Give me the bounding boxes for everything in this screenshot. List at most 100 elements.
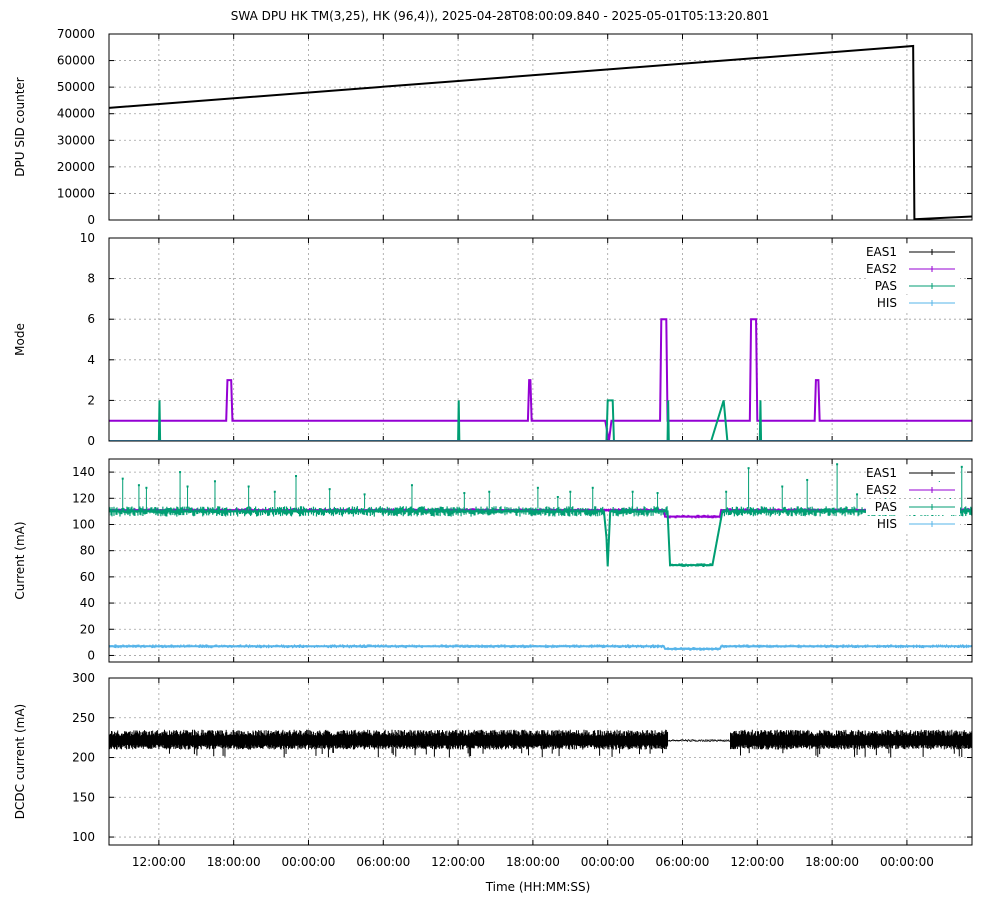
- panel-frame: [108, 33, 973, 221]
- y-tick-label: 60000: [57, 54, 95, 68]
- y-tick-label: 40000: [57, 107, 95, 121]
- legend-entry-his: HIS: [866, 295, 960, 311]
- panel-3: 0 20 40 60 80 100 120 140 Current (mA) EAS1 EAS2 PA…: [13, 458, 973, 663]
- y-tick-label: 20000: [57, 160, 95, 174]
- pas-spike-marker: [121, 477, 124, 480]
- series-eas2: [109, 318, 972, 441]
- y-tick-label: 4: [87, 353, 95, 367]
- x-tick-label: 18:00:00: [506, 855, 560, 869]
- y-axis-label: DPU SID counter: [13, 77, 27, 177]
- pas-spike-marker: [725, 490, 728, 493]
- pas-spike-marker: [536, 486, 539, 489]
- legend-label: EAS1: [866, 245, 897, 259]
- y-tick-label: 10000: [57, 186, 95, 200]
- y-axis-label: Mode: [13, 323, 27, 356]
- y-tick-label: 0: [87, 213, 95, 227]
- x-tick-label: 12:00:00: [132, 855, 186, 869]
- legend-label: PAS: [875, 500, 897, 514]
- y-tick-label: 300: [72, 671, 95, 685]
- y-tick-label: 80: [80, 544, 95, 558]
- series-pas-noise: [109, 506, 972, 567]
- y-tick-label: 2: [87, 393, 95, 407]
- y-tick-label: 100: [72, 830, 95, 844]
- series-pas: [109, 510, 972, 567]
- y-tick-label: 20: [80, 622, 95, 636]
- legend-entry-his: HIS: [866, 516, 960, 532]
- pas-spike-marker: [145, 486, 148, 489]
- plot-area: [109, 729, 972, 758]
- panel-frame: [108, 237, 973, 442]
- y-tick-label: 10: [80, 231, 95, 245]
- y-tick-label: 70000: [57, 27, 95, 41]
- pas-spike-marker: [556, 495, 559, 498]
- panel-frame: [108, 458, 973, 663]
- y-tick-label: 60: [80, 570, 95, 584]
- x-tick-label: 18:00:00: [207, 855, 261, 869]
- plot-area: [109, 318, 972, 441]
- y-tick-label: 140: [72, 465, 95, 479]
- x-tick-label: 12:00:00: [730, 855, 784, 869]
- legend-label: EAS2: [866, 483, 897, 497]
- pas-spike-marker: [591, 486, 594, 489]
- legend-label: HIS: [877, 296, 897, 310]
- pas-spike-marker: [213, 480, 216, 483]
- y-tick-label: 6: [87, 312, 95, 326]
- y-tick-label: 200: [72, 751, 95, 765]
- legend-label: PAS: [875, 279, 897, 293]
- pas-spike-marker: [247, 485, 250, 488]
- legend-entry-eas2: EAS2: [866, 261, 960, 277]
- plot-area: [109, 463, 972, 651]
- panel-4: 12:00:00 18:00:00 00:00:00 06:00:00 12:00:00…: [13, 671, 973, 869]
- panel-2: 0 2 4 6 8 10 Mode EAS1 EAS2 PAS HIS: [13, 231, 973, 448]
- pas-spike-marker: [806, 478, 809, 481]
- y-tick-label: 0: [87, 648, 95, 662]
- pas-spike-marker: [631, 490, 634, 493]
- x-tick-label: 06:00:00: [356, 855, 410, 869]
- x-tick-label: 18:00:00: [805, 855, 859, 869]
- y-tick-label: 40: [80, 596, 95, 610]
- y-axis-label: Current (mA): [13, 521, 27, 599]
- panel-1: 0 10000 20000 30000 40000 50000 60000 70000 DPU …: [13, 27, 973, 227]
- pas-spike-marker: [186, 485, 189, 488]
- legend-label: EAS2: [866, 262, 897, 276]
- series-his-noise: [109, 644, 972, 651]
- legend-entry-pas: PAS: [866, 278, 960, 294]
- series-dcdc-current: [109, 729, 972, 758]
- legend-label: EAS1: [866, 466, 897, 480]
- pas-spike-marker: [410, 484, 413, 487]
- panel-frame: [108, 677, 973, 846]
- pas-spike-marker: [569, 490, 572, 493]
- chart-panels: 010000200003000040000500006000070000DPU …: [13, 27, 973, 869]
- y-tick-label: 50000: [57, 80, 95, 94]
- x-tick-label: 12:00:00: [431, 855, 485, 869]
- y-tick-label: 30000: [57, 133, 95, 147]
- pas-spike-marker: [488, 490, 491, 493]
- pas-spike-marker: [273, 490, 276, 493]
- x-tick-label: 06:00:00: [656, 855, 710, 869]
- pas-spike-marker: [781, 485, 784, 488]
- y-tick-label: 8: [87, 272, 95, 286]
- x-tick-label: 00:00:00: [282, 855, 336, 869]
- pas-spike-marker: [137, 484, 140, 487]
- pas-spike-marker: [463, 492, 466, 495]
- x-axis-label: Time (HH:MM:SS): [485, 880, 591, 894]
- legend-entry-pas: PAS: [866, 499, 960, 515]
- pas-spike-marker: [179, 471, 182, 474]
- pas-spike-marker: [856, 493, 859, 496]
- pas-spike-marker: [747, 467, 750, 470]
- pas-spike-marker: [328, 488, 331, 491]
- y-tick-label: 120: [72, 491, 95, 505]
- y-tick-label: 0: [87, 434, 95, 448]
- y-tick-label: 100: [72, 517, 95, 531]
- legend-entry-eas2: EAS2: [866, 482, 960, 498]
- legend-entry-eas1: EAS1: [866, 244, 960, 260]
- chart-title: SWA DPU HK TM(3,25), HK (96,4)), 2025-04…: [231, 9, 769, 23]
- pas-spike-marker: [960, 465, 963, 468]
- y-tick-label: 150: [72, 790, 95, 804]
- legend-label: HIS: [877, 517, 897, 531]
- pas-spike-marker: [656, 492, 659, 495]
- pas-spike-marker: [363, 493, 366, 496]
- pas-spike-marker: [295, 475, 298, 478]
- pas-spike-marker: [836, 463, 839, 466]
